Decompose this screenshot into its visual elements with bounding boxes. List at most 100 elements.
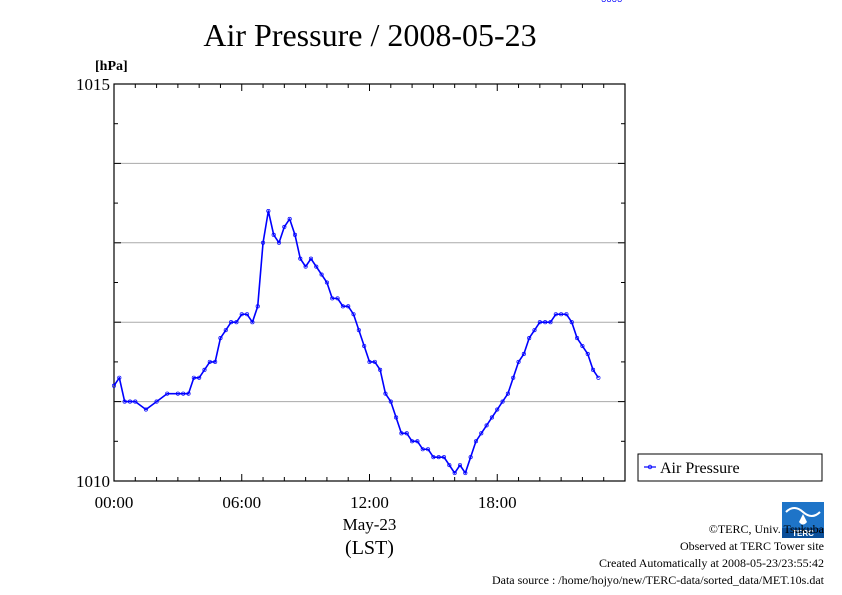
data-point [378,367,383,372]
x-timezone-label: (LST) [345,537,394,559]
chart-title: Air Pressure / 2008-05-23 [203,17,536,53]
data-point [612,0,617,3]
series-air-pressure [111,0,622,476]
data-point [457,463,463,468]
data-point [122,399,127,404]
data-point [266,208,271,214]
data-point [133,399,138,404]
data-point [239,312,244,317]
data-point [330,296,335,301]
data-point [175,391,180,396]
data-point [500,399,505,404]
data-point [319,272,324,277]
data-point [436,455,441,460]
data-point [388,399,393,404]
data-point [202,367,207,372]
data-point [489,415,494,420]
data-point [452,471,457,476]
data-point [484,423,489,428]
data-point [420,447,425,452]
data-point [271,232,276,237]
data-point [218,336,223,341]
data-point [245,312,250,317]
data-point [367,359,372,364]
y-axis-unit: [hPa] [95,59,128,74]
data-point [585,351,590,357]
data-point [165,391,170,396]
data-point [213,359,218,364]
data-point [473,439,479,444]
data-point [591,367,596,372]
data-point [425,447,431,452]
data-point [463,471,468,476]
data-point [596,375,601,380]
data-point [521,351,526,357]
axis-ticks [113,83,626,482]
data-point [569,320,574,325]
data-point [223,328,228,333]
data-point [335,296,340,301]
y-tick-label-1015: 1015 [76,75,110,94]
data-point [117,375,122,380]
footer-copyright: ©TERC, Univ. Tsukuba [708,522,824,536]
data-point [410,439,415,444]
footer-created: Created Automatically at 2008-05-23/23:5… [599,556,824,570]
data-point [308,256,314,261]
footer-site: Observed at TERC Tower site [679,539,824,553]
data-point [415,439,420,444]
data-point [559,312,564,317]
data-point [505,391,510,396]
data-point [356,328,361,333]
data-point [154,399,159,404]
data-point [532,328,537,333]
data-point [282,224,287,229]
data-point [250,320,255,325]
x-date-label: May-23 [343,515,397,534]
data-point [143,407,148,412]
data-point [111,383,117,388]
data-point [601,0,606,3]
data-point [580,343,585,349]
data-point [447,463,452,468]
x-tick-label-1800: 18:00 [478,493,517,512]
data-point [127,399,133,404]
y-tick-label-1010: 1010 [76,472,110,491]
legend-box [637,453,823,482]
data-point [197,375,202,380]
series-line-air-pressure [113,210,600,474]
data-point [181,391,186,396]
data-point [372,359,377,364]
plot-frame [113,83,626,482]
data-point [543,320,548,325]
data-point [383,391,388,396]
data-point [340,304,345,309]
data-point [495,407,500,412]
data-point [468,455,473,460]
data-point [298,256,303,261]
x-tick-label-0000: 00:00 [95,493,134,512]
data-point [404,431,409,436]
data-point [516,359,521,364]
data-point [548,320,553,325]
x-tick-label-1200: 12:00 [350,493,389,512]
legend-marker-swatch [647,464,653,470]
data-point [527,336,532,341]
data-point [191,375,196,380]
data-point [303,264,308,269]
data-point [564,312,569,317]
data-point [287,216,292,222]
data-point [186,391,191,396]
footer-source: Data source : /home/hojyo/new/TERC-data/… [491,573,824,587]
data-point [255,304,260,309]
data-point [575,336,580,341]
data-point [606,0,612,3]
data-point [553,312,558,317]
data-point [511,375,516,380]
data-point [351,312,356,317]
data-point [394,415,399,420]
gridlines [114,162,625,403]
data-point [362,343,367,349]
data-point [276,240,282,245]
data-point [346,304,351,309]
